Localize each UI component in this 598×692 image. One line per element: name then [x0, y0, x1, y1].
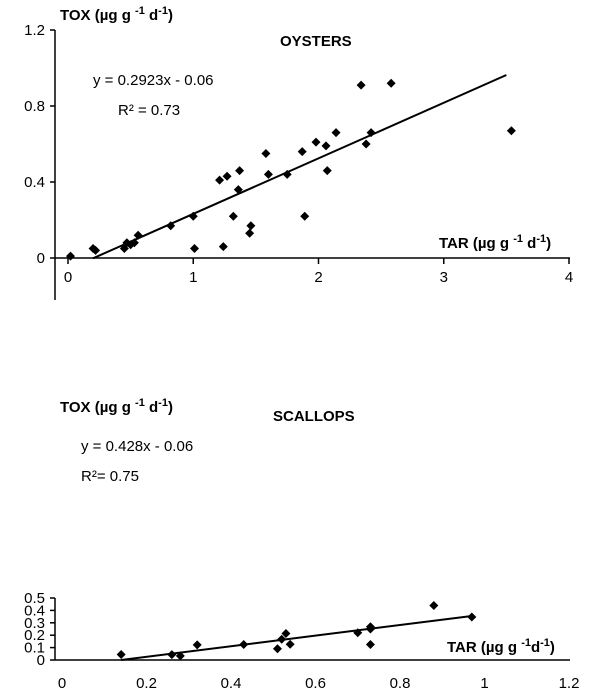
scallops-y-tick-label: 0.4	[24, 602, 45, 619]
scallops-x-tick-label: 0.8	[390, 675, 411, 692]
oysters-data-point	[228, 211, 238, 221]
scallops-x-tick-label: 0.4	[221, 675, 242, 692]
oysters-data-point	[246, 221, 256, 231]
scallops-data-point	[272, 644, 282, 654]
oysters-data-point	[386, 78, 396, 88]
scallops-y-tick-label: 0.5	[24, 590, 45, 607]
oysters-data-point	[66, 251, 76, 261]
scallops-data-point	[192, 640, 202, 650]
oysters-data-point	[190, 244, 200, 253]
oysters-data-point	[300, 211, 310, 221]
scallops-y-axis-title: TOX (µg g -1 d-1)	[60, 397, 173, 416]
scallops-y-ticks: 00.10.20.30.40.5	[24, 590, 55, 669]
scallops-data-point	[239, 640, 249, 649]
scallops-x-ticks: 0 0.2 0.4 0.6 0.8 1 1.2	[58, 675, 580, 692]
oysters-y-tick-label: 0.8	[24, 98, 45, 115]
scallops-chart-title: SCALLOPS	[273, 408, 355, 425]
scallops-data-point	[281, 628, 291, 638]
scallops-data-point	[365, 624, 375, 634]
oysters-data-point	[321, 141, 331, 151]
oysters-x-ticks: 0 1 2 3 4	[64, 258, 573, 286]
oysters-points	[66, 78, 516, 261]
scallops-data-point	[429, 600, 439, 610]
oysters-data-point	[222, 171, 232, 181]
oysters-data-point	[263, 169, 273, 179]
oysters-x-tick-label: 3	[440, 269, 448, 286]
scallops-r-squared: R²= 0.75	[81, 468, 139, 485]
oysters-x-axis-title: TAR (µg g -1 d-1)	[439, 233, 551, 252]
scallops-y-tick-label: 0.3	[24, 615, 45, 632]
scallops-data-point	[285, 639, 295, 649]
scallops-data-point	[116, 650, 126, 660]
oysters-data-point	[356, 80, 366, 90]
scallops-points	[116, 600, 477, 661]
oysters-y-axis-title: TOX (µg g -1 d-1)	[60, 5, 173, 24]
oysters-y-ticks: 0 0.4 0.8 1.2	[24, 22, 55, 267]
oysters-data-point	[311, 137, 321, 147]
oysters-trendline-path	[92, 74, 507, 260]
scallops-x-tick-label: 0.6	[305, 675, 326, 692]
scallops-data-point	[175, 651, 185, 661]
oysters-trendline	[92, 74, 507, 260]
oysters-panel: 0 1 2 3 4 0 0.4 0.8 1.2 TOX (µg g -1 d-1) OYSTE…	[24, 5, 573, 300]
oysters-data-point	[261, 149, 271, 158]
oysters-x-tick-label: 1	[189, 269, 197, 286]
oysters-data-point	[188, 211, 198, 221]
oysters-data-point	[91, 245, 101, 255]
oysters-data-point	[366, 128, 376, 138]
scallops-x-tick-label: 1.2	[559, 675, 580, 692]
scallops-data-point	[353, 628, 363, 638]
scallops-data-point	[167, 650, 177, 660]
scallops-y-tick-label: 0.2	[24, 627, 45, 644]
oysters-data-point	[215, 175, 225, 185]
oysters-y-tick-label: 0	[37, 250, 45, 267]
oysters-data-point	[331, 128, 341, 138]
oysters-y-tick-label: 0.4	[24, 174, 45, 191]
scallops-x-axis-title: TAR (µg g -1d-1)	[447, 637, 555, 656]
scallops-y-tick-label: 0	[37, 652, 45, 669]
oysters-data-point	[245, 228, 255, 238]
oysters-trend-equation: y = 0.2923x - 0.06	[93, 72, 214, 89]
oysters-x-tick-label: 0	[64, 269, 72, 286]
oysters-data-point	[506, 126, 516, 136]
scallops-data-point	[277, 634, 287, 644]
oysters-data-point	[218, 242, 228, 252]
scallops-x-tick-label: 1	[480, 675, 488, 692]
oysters-data-point	[282, 169, 292, 179]
oysters-data-point	[166, 221, 176, 231]
oysters-y-tick-label: 1.2	[24, 22, 45, 39]
oysters-data-point	[322, 166, 332, 176]
oysters-x-tick-label: 4	[565, 269, 573, 286]
scallops-y-tick-label: 0.1	[24, 640, 45, 657]
oysters-data-point	[133, 230, 143, 240]
oysters-r-squared: R² = 0.73	[118, 102, 180, 119]
oysters-x-tick-label: 2	[314, 269, 322, 286]
oysters-data-point	[361, 139, 371, 149]
scallops-data-point	[467, 612, 477, 622]
oysters-data-point	[129, 238, 139, 248]
oysters-data-point	[235, 166, 245, 176]
scallops-x-tick-label: 0	[58, 675, 66, 692]
scallops-x-tick-label: 0.2	[136, 675, 157, 692]
scallops-trend-equation: y = 0.428x - 0.06	[81, 438, 193, 455]
oysters-chart-title: OYSTERS	[280, 33, 352, 50]
oysters-data-point	[233, 185, 243, 195]
oysters-data-point	[297, 147, 307, 157]
scallops-panel: 0 0.2 0.4 0.6 0.8 1 1.2 00.10.20.30.40.5 TOX (…	[24, 397, 579, 692]
scallops-data-point	[365, 640, 375, 649]
